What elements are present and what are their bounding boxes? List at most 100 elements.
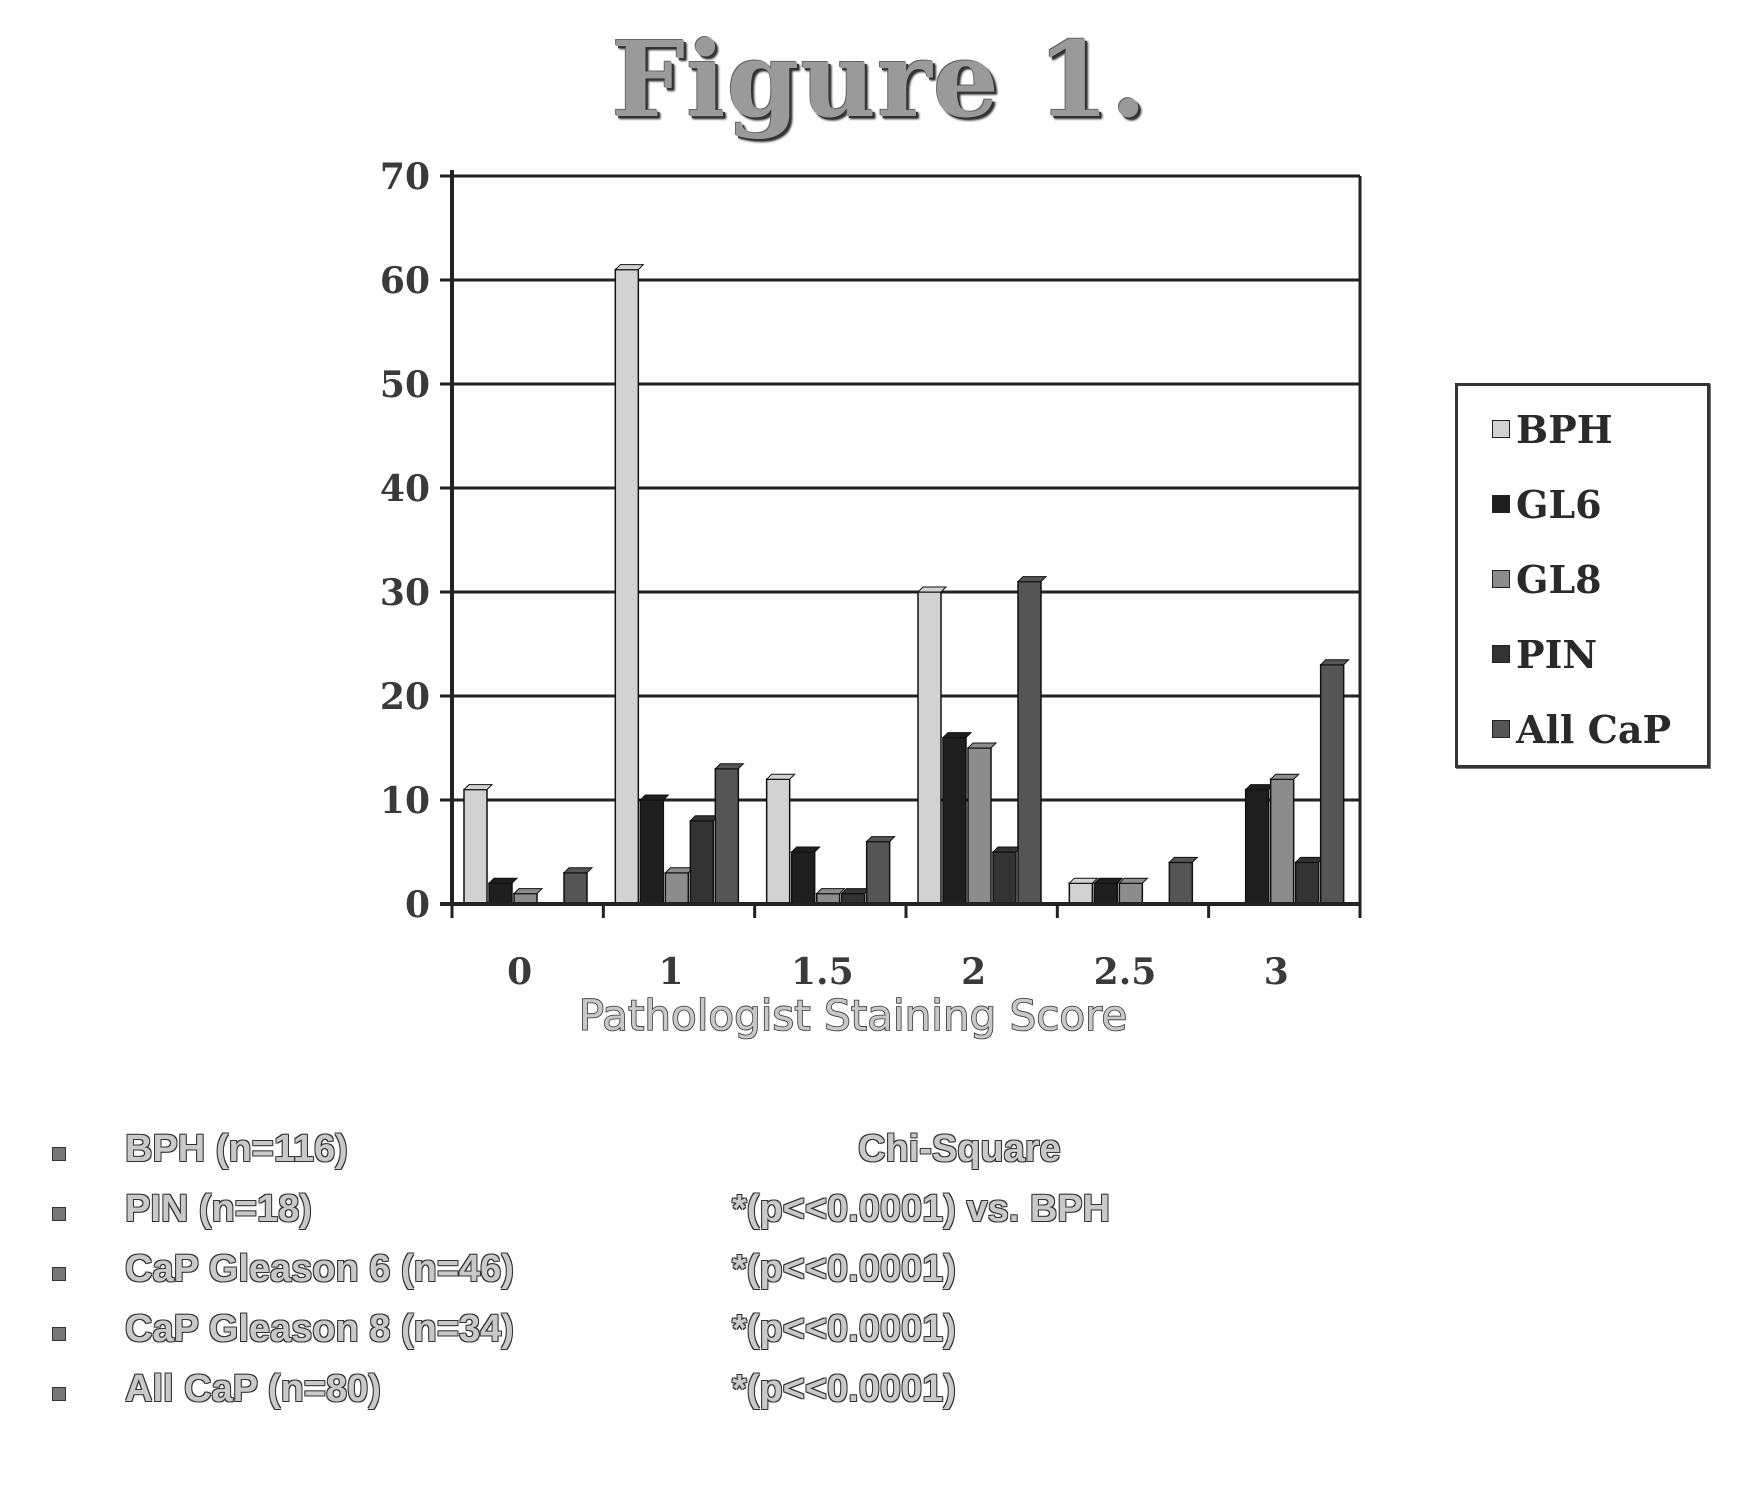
- bar-bph-1: [615, 270, 638, 904]
- x-tick-label: 2: [961, 951, 986, 993]
- bar-cap-gl8-1: [665, 868, 693, 873]
- legend-swatch-gl8: [1492, 570, 1510, 588]
- x-axis-title: Pathologist Staining Score: [579, 991, 1127, 1040]
- bar-cap-all-cap-2-5: [1169, 857, 1197, 862]
- x-tick-label: 0: [507, 951, 532, 993]
- bar-bph-2-5: [1069, 883, 1092, 904]
- x-tick-label: 1: [658, 951, 683, 993]
- bar-all-cap-1: [715, 769, 738, 904]
- note-group-bph: BPH (n=116): [125, 1128, 348, 1171]
- legend-label-gl8: GL8: [1516, 557, 1602, 602]
- bar-cap-pin-1: [690, 816, 718, 821]
- bullet-icon: [52, 1267, 66, 1281]
- legend-swatch-gl6: [1492, 495, 1510, 513]
- bar-cap-bph-2-5: [1069, 878, 1097, 883]
- bar-cap-gl8-1-5: [817, 889, 845, 894]
- bar-all-cap-2: [1018, 582, 1041, 904]
- bar-all-cap-1-5: [867, 842, 890, 904]
- chart-legend: BPH GL6 GL8 PIN All CaP: [1455, 383, 1710, 768]
- x-tick-label: 1.5: [791, 951, 854, 993]
- bar-gl6-3: [1246, 790, 1269, 904]
- legend-label-pin: PIN: [1516, 632, 1597, 677]
- legend-item-gl6: GL6: [1492, 479, 1602, 529]
- bar-cap-all-cap-2: [1018, 577, 1046, 582]
- bar-cap-gl8-3: [1271, 774, 1299, 779]
- bar-cap-all-cap-3: [1321, 660, 1349, 665]
- legend-label-all-cap: All CaP: [1516, 707, 1671, 752]
- legend-item-gl8: GL8: [1492, 554, 1602, 604]
- bullet-icon: [52, 1207, 66, 1221]
- note-group-pin: PIN (n=18): [125, 1188, 312, 1231]
- bar-all-cap-0: [564, 873, 587, 904]
- stats-pin: *(p<<0.0001) vs. BPH: [732, 1188, 1110, 1231]
- gridlines: [452, 176, 1360, 800]
- bar-pin-1: [690, 821, 713, 904]
- bar-cap-gl6-1-5: [792, 847, 820, 852]
- x-tick-labels: 0 1 1.5 2 2.5 3: [507, 951, 1289, 993]
- bar-cap-bph-1-5: [767, 774, 795, 779]
- legend-label-bph: BPH: [1516, 407, 1613, 452]
- y-tick-label: 0: [405, 884, 430, 926]
- bar-all-cap-2-5: [1169, 862, 1192, 904]
- y-tick-label: 40: [380, 468, 430, 510]
- bar-bph-0: [464, 790, 487, 904]
- y-tick-label: 10: [380, 780, 430, 822]
- bullet-icon: [52, 1147, 66, 1161]
- note-group-gleason6: CaP Gleason 6 (n=46): [125, 1248, 514, 1291]
- stats-all-cap: *(p<<0.0001): [732, 1368, 956, 1411]
- bar-gl6-2: [943, 738, 966, 904]
- legend-swatch-pin: [1492, 645, 1510, 663]
- legend-swatch-all-cap: [1492, 720, 1510, 738]
- legend-label-gl6: GL6: [1516, 482, 1602, 527]
- stats-header: Chi-Square: [858, 1128, 1061, 1171]
- legend-item-bph: BPH: [1492, 404, 1613, 454]
- bar-pin-2: [993, 852, 1016, 904]
- note-group-gleason8: CaP Gleason 8 (n=34): [125, 1308, 514, 1351]
- bar-bph-1-5: [767, 779, 790, 904]
- bar-cap-all-cap-0: [564, 868, 592, 873]
- bar-gl8-3: [1271, 779, 1294, 904]
- y-tick-label: 70: [380, 156, 430, 198]
- legend-swatch-bph: [1492, 420, 1510, 438]
- bars: [464, 265, 1349, 904]
- legend-item-all-cap: All CaP: [1492, 704, 1671, 754]
- y-tick-labels: 0 10 20 30 40 50 60 70: [380, 156, 430, 926]
- stats-gleason6: *(p<<0.0001): [732, 1248, 956, 1291]
- bar-pin-3: [1296, 862, 1319, 904]
- x-tick-label: 2.5: [1094, 951, 1157, 993]
- note-group-all-cap: All CaP (n=80): [125, 1368, 381, 1411]
- bar-cap-gl6-1: [640, 795, 668, 800]
- y-tick-label: 60: [380, 260, 430, 302]
- stats-gleason8: *(p<<0.0001): [732, 1308, 956, 1351]
- bar-all-cap-3: [1321, 665, 1344, 904]
- legend-item-pin: PIN: [1492, 629, 1597, 679]
- bar-cap-bph-2: [918, 587, 946, 592]
- y-tick-label: 30: [380, 572, 430, 614]
- bar-cap-gl6-3: [1246, 785, 1274, 790]
- bar-cap-gl8-0: [514, 889, 542, 894]
- bar-cap-gl6-2: [943, 733, 971, 738]
- bar-cap-pin-3: [1296, 857, 1324, 862]
- bar-cap-gl6-2-5: [1094, 878, 1122, 883]
- bar-cap-pin-2: [993, 847, 1021, 852]
- bar-cap-gl6-0: [489, 878, 517, 883]
- bar-gl8-2-5: [1119, 883, 1142, 904]
- bar-cap-gl8-2: [968, 743, 996, 748]
- bar-gl6-2-5: [1094, 883, 1117, 904]
- bullet-icon: [52, 1327, 66, 1341]
- y-tick-label: 20: [380, 676, 430, 718]
- bar-cap-pin-1-5: [842, 889, 870, 894]
- bar-bph-2: [918, 592, 941, 904]
- bar-cap-bph-1: [615, 265, 643, 270]
- bar-cap-all-cap-1-5: [867, 837, 895, 842]
- y-tick-label: 50: [380, 364, 430, 406]
- bar-gl8-1: [665, 873, 688, 904]
- x-tick-label: 3: [1264, 951, 1289, 993]
- bar-gl8-2: [968, 748, 991, 904]
- bar-cap-gl8-2-5: [1119, 878, 1147, 883]
- bar-gl6-0: [489, 883, 512, 904]
- axes: [440, 170, 1360, 918]
- bullet-icon: [52, 1387, 66, 1401]
- bar-gl6-1-5: [792, 852, 815, 904]
- bar-cap-all-cap-1: [715, 764, 743, 769]
